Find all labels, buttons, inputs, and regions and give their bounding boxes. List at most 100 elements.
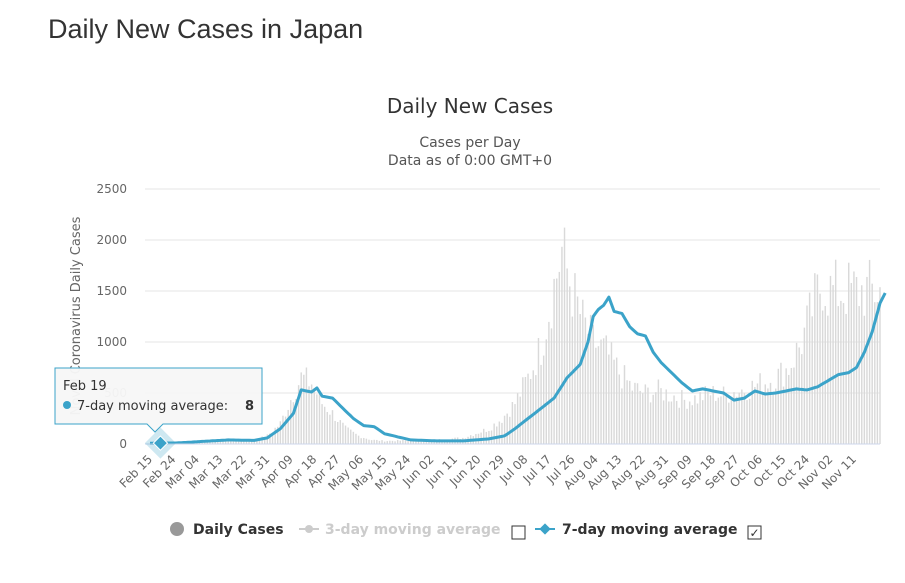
daily-cases-bar[interactable] xyxy=(759,373,761,444)
daily-cases-bar[interactable] xyxy=(863,315,866,444)
legend-item-7-day-average[interactable]: 7-day moving average xyxy=(535,522,738,538)
daily-cases-bar[interactable] xyxy=(647,387,649,444)
daily-cases-bar[interactable] xyxy=(482,428,485,444)
daily-cases-bar[interactable] xyxy=(355,433,357,444)
daily-cases-bar[interactable] xyxy=(524,376,527,444)
daily-cases-bar[interactable] xyxy=(579,314,581,444)
daily-cases-bar[interactable] xyxy=(876,302,879,444)
daily-cases-bar[interactable] xyxy=(237,440,240,444)
daily-cases-bar[interactable] xyxy=(850,282,853,444)
daily-cases-bar[interactable] xyxy=(334,420,336,444)
daily-cases-bar[interactable] xyxy=(227,439,229,444)
daily-cases-bar[interactable] xyxy=(263,437,266,444)
daily-cases-bar[interactable] xyxy=(808,292,811,444)
daily-cases-bar[interactable] xyxy=(587,333,589,444)
daily-cases-bar[interactable] xyxy=(396,439,399,444)
daily-cases-bar[interactable] xyxy=(613,359,615,444)
daily-cases-bar[interactable] xyxy=(284,416,287,444)
daily-cases-bar[interactable] xyxy=(407,440,409,444)
daily-cases-bar[interactable] xyxy=(735,396,738,444)
daily-cases-bar[interactable] xyxy=(555,278,558,444)
daily-cases-bar[interactable] xyxy=(509,416,511,444)
daily-cases-bar[interactable] xyxy=(699,392,701,444)
daily-cases-bar[interactable] xyxy=(295,399,297,444)
daily-cases-bar[interactable] xyxy=(243,440,245,444)
daily-cases-bar[interactable] xyxy=(756,383,759,444)
daily-cases-bar[interactable] xyxy=(305,367,308,444)
daily-cases-bar[interactable] xyxy=(657,379,660,444)
daily-cases-bar[interactable] xyxy=(600,339,602,444)
daily-cases-bar[interactable] xyxy=(866,276,868,444)
daily-cases-bar[interactable] xyxy=(563,227,566,444)
daily-cases-bar[interactable] xyxy=(639,390,641,444)
daily-cases-bar[interactable] xyxy=(801,354,803,444)
daily-cases-bar[interactable] xyxy=(287,409,289,444)
daily-cases-bar[interactable] xyxy=(386,441,388,444)
daily-cases-bar[interactable] xyxy=(402,440,404,444)
daily-cases-bar[interactable] xyxy=(819,293,821,444)
daily-cases-bar[interactable] xyxy=(824,306,826,444)
daily-cases-bar[interactable] xyxy=(352,431,355,444)
daily-cases-bar[interactable] xyxy=(790,367,793,444)
daily-cases-bar[interactable] xyxy=(861,285,863,444)
daily-cases-bar[interactable] xyxy=(712,386,714,444)
daily-cases-bar[interactable] xyxy=(347,427,349,444)
daily-cases-bar[interactable] xyxy=(290,400,292,444)
daily-cases-bar[interactable] xyxy=(615,357,618,444)
daily-cases-bar[interactable] xyxy=(256,439,258,444)
daily-cases-bar[interactable] xyxy=(292,402,295,444)
daily-cases-bar[interactable] xyxy=(576,296,579,444)
daily-cases-bar[interactable] xyxy=(777,368,780,444)
daily-cases-bar[interactable] xyxy=(357,435,360,444)
daily-cases-bar[interactable] xyxy=(811,316,813,444)
daily-cases-bar[interactable] xyxy=(342,422,344,444)
daily-cases-bar[interactable] xyxy=(634,382,636,444)
daily-cases-bar[interactable] xyxy=(316,394,318,444)
daily-cases-bar[interactable] xyxy=(720,396,722,444)
daily-cases-bar[interactable] xyxy=(219,440,222,444)
daily-cases-bar[interactable] xyxy=(245,440,248,444)
daily-cases-bar[interactable] xyxy=(566,268,568,444)
daily-cases-bar[interactable] xyxy=(649,402,652,444)
daily-cases-bar[interactable] xyxy=(644,384,647,444)
daily-cases-bar[interactable] xyxy=(571,316,574,444)
daily-cases-bar[interactable] xyxy=(310,384,313,444)
daily-cases-bar[interactable] xyxy=(832,285,834,444)
daily-cases-bar[interactable] xyxy=(321,404,323,444)
daily-cases-bar[interactable] xyxy=(417,440,420,444)
daily-cases-bar[interactable] xyxy=(751,380,753,444)
daily-cases-bar[interactable] xyxy=(527,373,529,444)
daily-cases-bar[interactable] xyxy=(561,246,563,444)
daily-cases-bar[interactable] xyxy=(542,355,545,444)
legend-item-daily-cases[interactable]: Daily Cases xyxy=(170,522,284,538)
daily-cases-bar[interactable] xyxy=(774,388,777,444)
daily-cases-bar[interactable] xyxy=(642,393,644,444)
daily-cases-bar[interactable] xyxy=(514,404,516,444)
daily-cases-bar[interactable] xyxy=(224,439,227,444)
daily-cases-bar[interactable] xyxy=(769,382,772,444)
daily-cases-bar[interactable] xyxy=(772,392,774,444)
daily-cases-bar[interactable] xyxy=(631,390,634,444)
daily-cases-bar[interactable] xyxy=(595,347,597,444)
daily-cases-bar[interactable] xyxy=(211,441,214,444)
daily-cases-bar[interactable] xyxy=(840,300,842,444)
daily-cases-bar[interactable] xyxy=(626,380,628,444)
daily-cases-bar[interactable] xyxy=(383,441,386,444)
daily-cases-bar[interactable] xyxy=(709,395,712,444)
daily-cases-bar[interactable] xyxy=(592,324,594,444)
daily-cases-bar[interactable] xyxy=(248,440,250,444)
seven-day-average-line[interactable] xyxy=(150,292,887,445)
daily-cases-bar[interactable] xyxy=(788,374,790,444)
daily-cases-bar[interactable] xyxy=(761,393,764,444)
daily-cases-bar[interactable] xyxy=(764,384,767,444)
daily-cases-bar[interactable] xyxy=(381,440,383,444)
daily-cases-bar[interactable] xyxy=(537,337,540,444)
daily-cases-bar[interactable] xyxy=(733,392,735,444)
daily-cases-bar[interactable] xyxy=(258,439,261,444)
daily-cases-bar[interactable] xyxy=(376,439,378,444)
daily-cases-bar[interactable] xyxy=(686,408,688,444)
daily-cases-bar[interactable] xyxy=(780,362,782,444)
daily-cases-bar[interactable] xyxy=(691,405,694,444)
daily-cases-bar[interactable] xyxy=(496,426,498,444)
daily-cases-bar[interactable] xyxy=(230,440,232,444)
